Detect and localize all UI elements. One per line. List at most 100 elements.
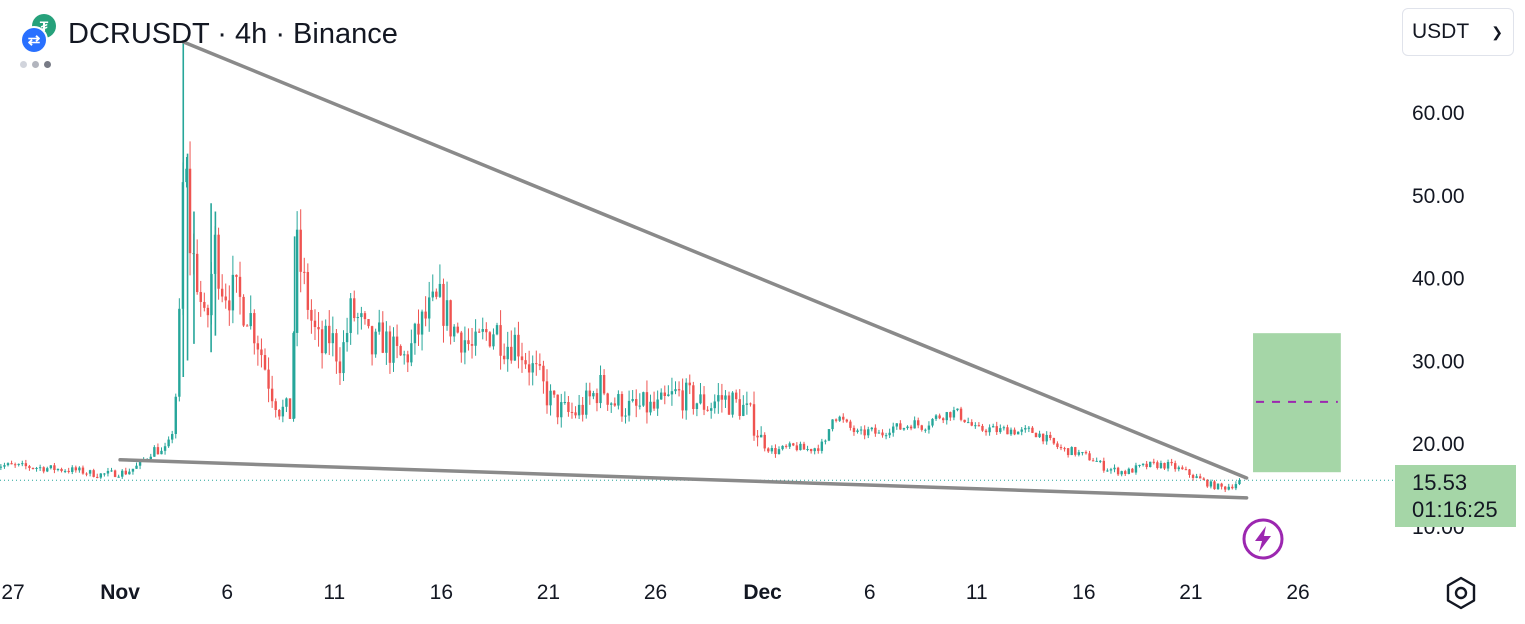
candle xyxy=(677,381,681,397)
trendline[interactable] xyxy=(118,458,1249,500)
candle xyxy=(56,468,60,472)
candle xyxy=(403,350,406,365)
candle xyxy=(224,283,227,309)
candle xyxy=(488,331,492,348)
candle xyxy=(92,468,95,478)
symbol-legend[interactable]: ₮ ⇄ DCRUSDT · 4h · Binance xyxy=(20,14,398,54)
chevron-down-icon: ❯ xyxy=(1491,23,1503,40)
candle xyxy=(1216,483,1220,490)
candle xyxy=(549,384,552,416)
dot xyxy=(32,61,39,68)
time-axis[interactable]: 27 Nov 6 11 16 21 26 Dec 6 11 16 21 26 xyxy=(1,581,1309,604)
candle xyxy=(970,419,973,427)
candle xyxy=(128,468,131,475)
candle xyxy=(392,327,395,372)
candle xyxy=(49,465,53,470)
candle xyxy=(756,429,759,447)
candle xyxy=(370,325,374,366)
candle xyxy=(738,389,741,420)
candle xyxy=(103,473,106,477)
bar-countdown: 01:16:25 xyxy=(1412,497,1498,522)
candle xyxy=(777,446,781,455)
candle xyxy=(1177,465,1180,472)
candle xyxy=(1181,465,1184,470)
legend-toggle-dots[interactable] xyxy=(20,61,51,68)
candle xyxy=(988,424,991,436)
candle xyxy=(249,295,252,330)
candle xyxy=(984,428,988,436)
candle xyxy=(353,290,356,322)
lightning-bolt-icon[interactable] xyxy=(1240,516,1286,562)
currency-select[interactable]: USDT ❯ xyxy=(1402,8,1514,56)
candle xyxy=(295,211,299,347)
candle xyxy=(13,462,17,468)
candle xyxy=(285,397,288,413)
candle xyxy=(752,391,756,441)
hexagon-settings-icon[interactable] xyxy=(1442,574,1480,612)
candle xyxy=(220,274,224,303)
candle xyxy=(931,418,934,428)
candle xyxy=(709,402,713,419)
candle xyxy=(563,391,567,405)
candle xyxy=(1081,451,1084,456)
candle xyxy=(763,432,766,452)
candle xyxy=(167,436,170,448)
candle xyxy=(256,335,260,366)
last-price-label: 15.53 01:16:25 xyxy=(1395,465,1516,527)
candle xyxy=(477,328,481,333)
candle xyxy=(438,264,442,298)
candle xyxy=(809,448,813,454)
candle xyxy=(106,467,110,477)
candle xyxy=(620,391,624,422)
price-tick-label: 30.00 xyxy=(1412,350,1465,373)
candle xyxy=(981,423,984,432)
candle xyxy=(759,426,763,438)
candles-layer xyxy=(0,41,1241,493)
candle xyxy=(28,464,31,471)
time-tick-label: 16 xyxy=(430,581,453,604)
candle xyxy=(681,378,684,419)
candle xyxy=(1027,426,1031,433)
candle xyxy=(1056,441,1059,450)
candle xyxy=(595,388,599,412)
candle xyxy=(431,274,434,302)
candle xyxy=(874,424,877,437)
candle xyxy=(292,331,295,422)
candle xyxy=(995,421,998,435)
candle xyxy=(1095,457,1098,462)
candle xyxy=(1170,458,1173,466)
candle xyxy=(977,422,981,427)
candle xyxy=(1191,473,1195,481)
candle xyxy=(238,261,242,315)
candle xyxy=(1163,462,1166,471)
candle xyxy=(1188,468,1191,478)
candle xyxy=(195,239,199,295)
candle xyxy=(1195,473,1198,479)
candle xyxy=(1066,448,1070,458)
candle xyxy=(952,406,956,421)
candle xyxy=(78,466,81,473)
candle xyxy=(1020,427,1023,436)
time-tick-label: 6 xyxy=(221,581,233,604)
candle xyxy=(831,419,834,432)
candle xyxy=(313,309,317,340)
candle xyxy=(674,381,677,395)
decred-coin-icon: ⇄ xyxy=(20,26,48,54)
time-tick-label: 21 xyxy=(1179,581,1202,604)
candle xyxy=(688,374,691,395)
candle xyxy=(242,294,245,327)
candle xyxy=(545,369,549,414)
price-tick-label: 50.00 xyxy=(1412,185,1465,208)
candle xyxy=(424,296,427,327)
candle xyxy=(913,416,916,429)
candle xyxy=(481,317,484,340)
candle xyxy=(160,447,163,455)
candle xyxy=(24,459,28,470)
candle xyxy=(1009,427,1013,436)
candle xyxy=(1209,479,1213,489)
candle xyxy=(1238,478,1241,486)
trendline[interactable] xyxy=(181,40,1249,480)
time-tick-label: 6 xyxy=(864,581,876,604)
